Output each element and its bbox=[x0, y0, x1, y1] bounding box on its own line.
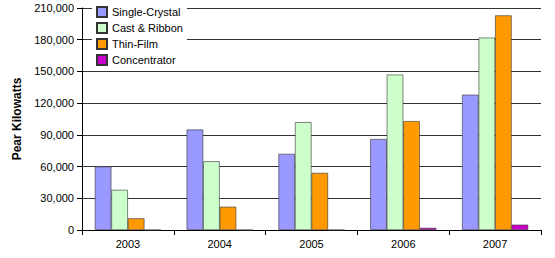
svg-text:90,000: 90,000 bbox=[40, 129, 74, 141]
svg-text:Pear Kilowatts: Pear Kilowatts bbox=[10, 77, 24, 160]
svg-text:60,000: 60,000 bbox=[40, 161, 74, 173]
svg-text:2003: 2003 bbox=[116, 238, 140, 250]
svg-text:2006: 2006 bbox=[391, 238, 415, 250]
svg-text:2005: 2005 bbox=[299, 238, 323, 250]
svg-text:210,000: 210,000 bbox=[34, 2, 74, 14]
svg-text:30,000: 30,000 bbox=[40, 192, 74, 204]
svg-text:Cast & Ribbon: Cast & Ribbon bbox=[112, 22, 183, 34]
svg-text:150,000: 150,000 bbox=[34, 65, 74, 77]
svg-text:0: 0 bbox=[68, 224, 74, 236]
svg-text:Thin-Film: Thin-Film bbox=[112, 38, 158, 50]
svg-text:180,000: 180,000 bbox=[34, 34, 74, 46]
svg-text:Concentrator: Concentrator bbox=[112, 54, 176, 66]
svg-text:2007: 2007 bbox=[483, 238, 507, 250]
svg-text:120,000: 120,000 bbox=[34, 97, 74, 109]
svg-text:2004: 2004 bbox=[207, 238, 231, 250]
svg-text:Single-Crystal: Single-Crystal bbox=[112, 6, 180, 18]
